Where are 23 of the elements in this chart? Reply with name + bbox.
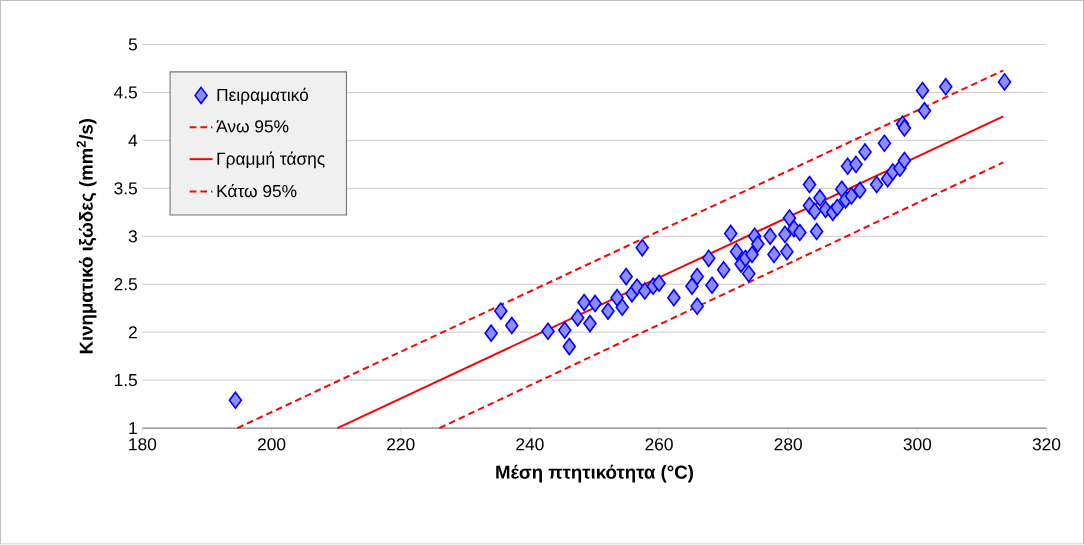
- x-tick-label: 320: [1032, 438, 1061, 451]
- y-tick-label: 2.5: [114, 278, 137, 291]
- y-axis-title: Κινηματικό ιξώδες (mm$^{2}$/s): [76, 119, 97, 354]
- x-tick-label: 300: [903, 438, 932, 451]
- y-tick-label: 3.5: [114, 182, 137, 195]
- y-tick-label: 2: [128, 326, 137, 339]
- x-tick-label: 220: [387, 438, 415, 451]
- y-tick-label: 1: [129, 422, 137, 435]
- x-tick-label: 240: [516, 438, 544, 451]
- x-tick-label: 200: [257, 438, 286, 451]
- y-tick-label: 3: [128, 230, 137, 243]
- x-axis-title: Μέση πτητικότητα (°C): [496, 465, 693, 483]
- y-tick-label: 4.5: [114, 86, 137, 99]
- legend-label: Κάτω 95%: [217, 184, 297, 198]
- legend-label: Γραμμή τάσης: [217, 151, 325, 169]
- y-tick-label: 4: [128, 134, 138, 147]
- legend-label: Άνω 95%: [216, 120, 289, 133]
- legend-label: Πειραματικό: [217, 88, 309, 105]
- x-tick-label: 260: [645, 438, 673, 451]
- y-tick-label: 1.5: [114, 374, 137, 387]
- x-tick-label: 180: [129, 438, 157, 451]
- x-tick-label: 280: [774, 438, 802, 451]
- y-tick-label: 5: [128, 38, 137, 51]
